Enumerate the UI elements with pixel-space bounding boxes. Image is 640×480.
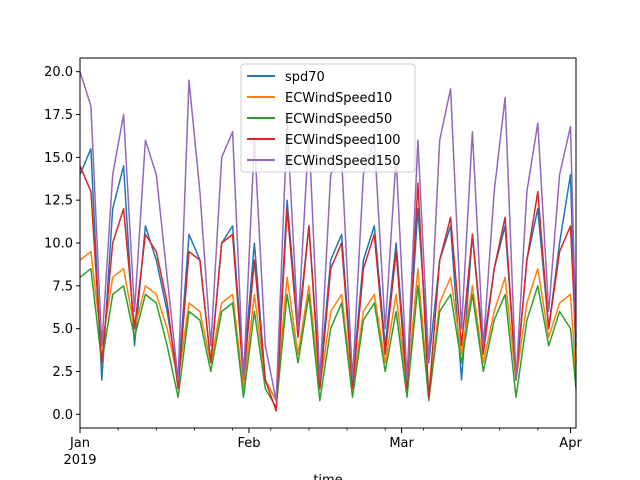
series-line-3 <box>79 165 577 412</box>
y-tick-label: 17.5 <box>44 108 73 123</box>
x-tick-label: Jan <box>69 436 90 451</box>
series-line-1 <box>79 250 577 402</box>
legend-label-4: ECWindSpeed150 <box>285 154 401 169</box>
y-tick-label: 7.5 <box>52 279 73 294</box>
y-axis: 0.0 2.5 5.0 7.5 10.0 12.5 15.0 17.5 20.0 <box>44 65 80 423</box>
legend-label-2: ECWindSpeed50 <box>285 112 392 127</box>
series-group <box>79 71 577 412</box>
legend: spd70 ECWindSpeed10 ECWindSpeed50 ECWindSpe… <box>240 63 416 173</box>
legend-label-0: spd70 <box>285 70 325 85</box>
series-line-2 <box>79 267 577 409</box>
x-tick-year-label: 2019 <box>63 453 96 468</box>
x-axis-title: time <box>313 473 342 480</box>
x-tick-label: Mar <box>389 436 414 451</box>
legend-box <box>240 63 416 173</box>
legend-label-1: ECWindSpeed10 <box>285 91 392 106</box>
y-tick-label: 5.0 <box>52 322 73 337</box>
series-line-4 <box>79 71 577 402</box>
y-tick-label: 0.0 <box>52 408 73 423</box>
y-tick-label: 15.0 <box>44 151 73 166</box>
y-tick-label: 10.0 <box>44 237 73 252</box>
x-axis: Jan 2019 Feb Mar Apr <box>63 428 582 468</box>
legend-label-3: ECWindSpeed100 <box>285 133 401 148</box>
y-tick-label: 2.5 <box>52 365 73 380</box>
y-tick-label: 20.0 <box>44 65 73 80</box>
y-tick-label: 12.5 <box>44 194 73 209</box>
x-tick-label: Feb <box>237 436 260 451</box>
x-tick-label: Apr <box>559 436 582 451</box>
